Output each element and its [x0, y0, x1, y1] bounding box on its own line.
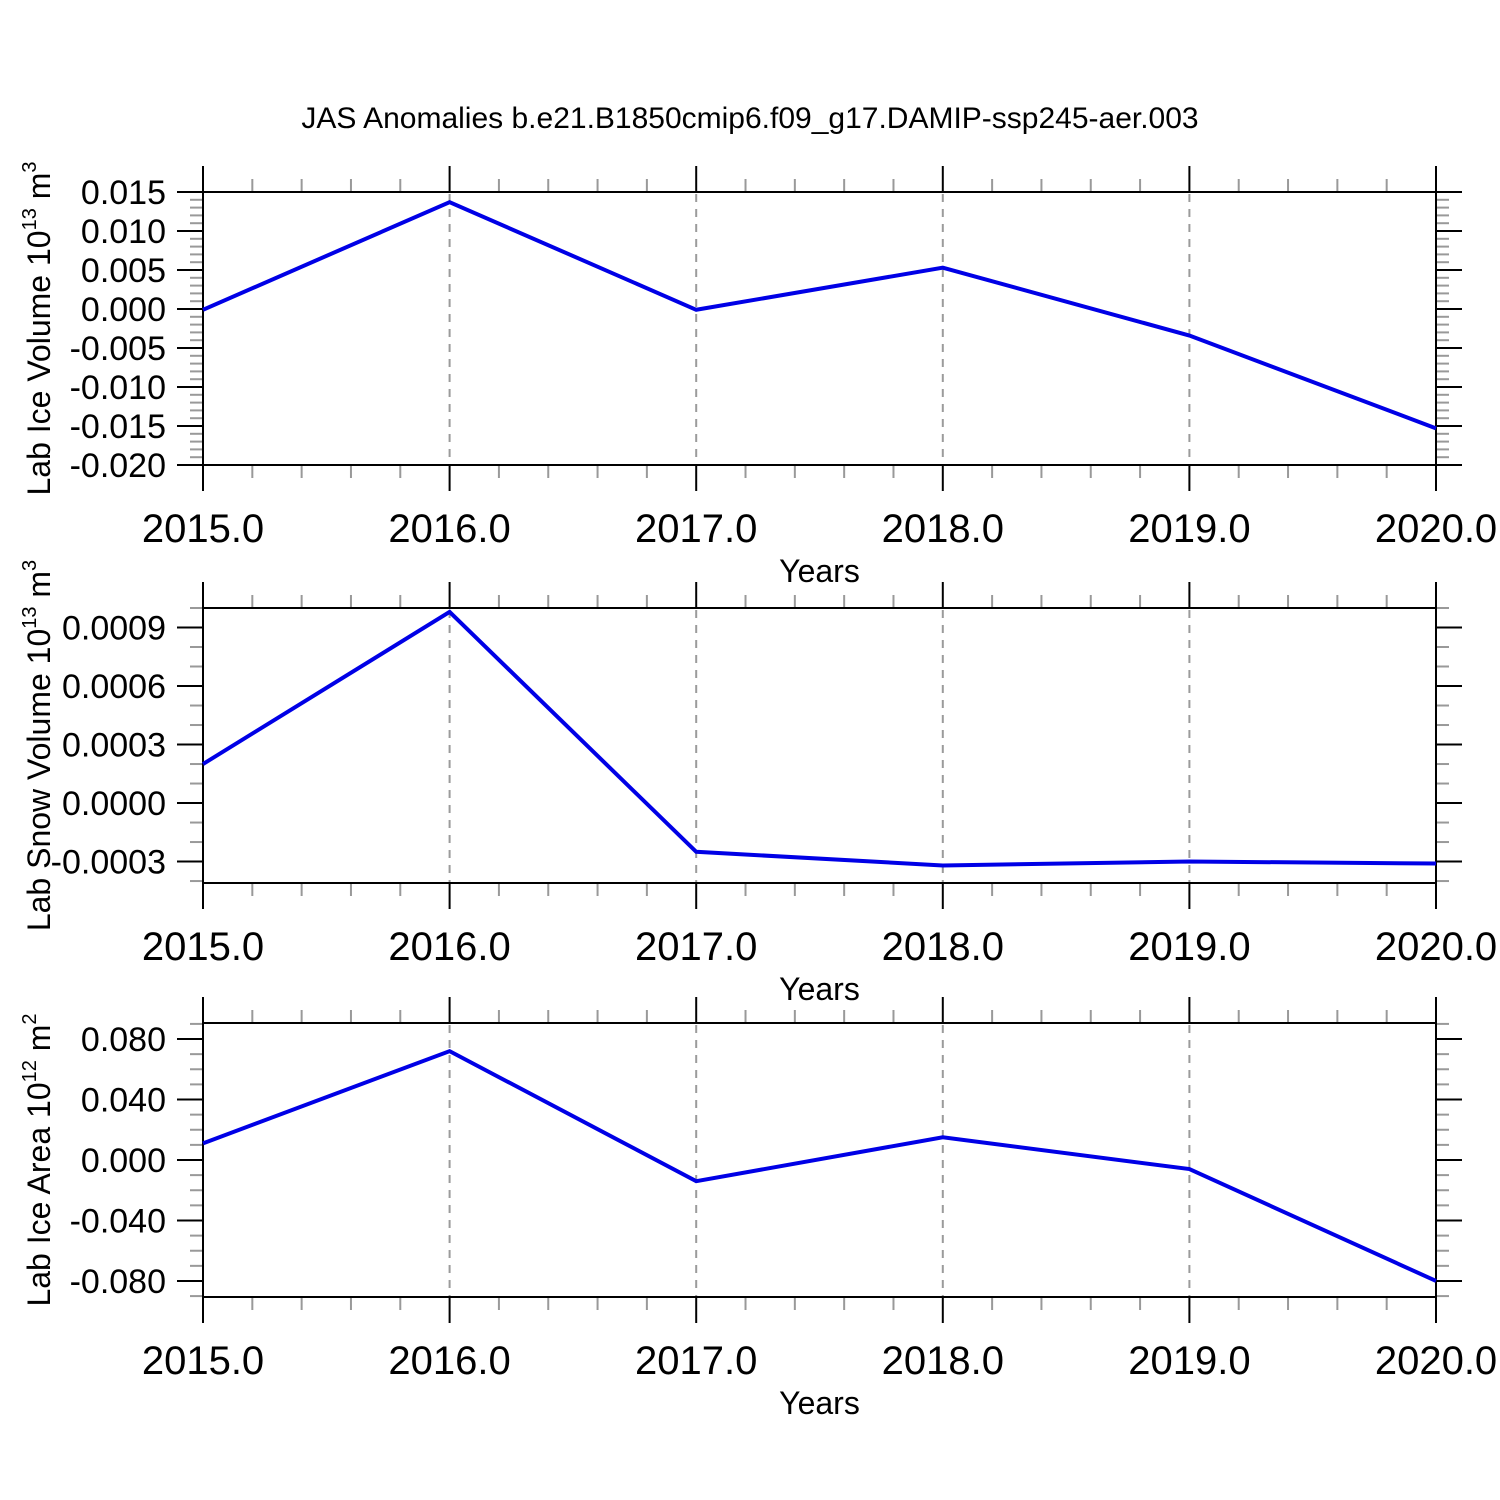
- x-tick-label: 2018.0: [882, 925, 1004, 969]
- y-tick-label: 0.005: [81, 252, 166, 290]
- plot-frame: [202, 191, 1437, 466]
- y-tick-label: -0.020: [70, 447, 166, 485]
- y-tick-label: 0.015: [81, 174, 166, 212]
- plot-frame: [202, 607, 1437, 884]
- y-tick-label: -0.015: [70, 408, 166, 446]
- panel-lab-snow-volume: 2015.0 2016.0 2017.0 2018.0 2019.0 2020.0 0.00…: [19, 560, 1497, 1007]
- panel-lab-ice-volume: 2015.0 2016.0 2017.0 2018.0 2019.0 2020.0 0.01…: [19, 162, 1497, 590]
- x-tick-label: 2020.0: [1375, 1339, 1497, 1383]
- x-tick-label: 2019.0: [1128, 507, 1250, 551]
- x-tick-label: 2019.0: [1128, 1339, 1250, 1383]
- x-tick-label: 2018.0: [882, 507, 1004, 551]
- x-tick-label: 2016.0: [388, 507, 510, 551]
- x-tick-label: 2016.0: [388, 925, 510, 969]
- data-line: [201, 609, 1437, 868]
- y-tick-label: 0.040: [81, 1082, 166, 1120]
- x-tick-label: 2015.0: [142, 925, 264, 969]
- y-axis-title: Lab Snow Volume 1013 m3: [19, 560, 57, 931]
- x-tick-label: 2019.0: [1128, 925, 1250, 969]
- x-tick-label: 2018.0: [882, 1339, 1004, 1383]
- y-tick-label: 0.0009: [62, 610, 166, 648]
- x-tick-label: 2015.0: [142, 1339, 264, 1383]
- y-tick-label: -0.080: [70, 1263, 166, 1301]
- x-axis-title: Years: [779, 1385, 860, 1421]
- y-tick-label: -0.040: [70, 1202, 166, 1240]
- data-line: [202, 199, 1437, 431]
- x-tick-label: 2020.0: [1375, 925, 1497, 969]
- x-axis-title: Years: [779, 971, 860, 1007]
- x-axis-title: Years: [779, 553, 860, 589]
- y-tick-label: 0.0000: [62, 785, 166, 823]
- y-tick-label: 0.010: [81, 213, 166, 251]
- y-tick-label: 0.0006: [62, 668, 166, 706]
- x-tick-label: 2017.0: [635, 507, 757, 551]
- y-tick-label: 0.000: [81, 1142, 166, 1180]
- y-tick-label: 0.000: [81, 291, 166, 329]
- y-axis-title: Lab Ice Volume 1013 m3: [19, 162, 57, 496]
- plot-frame: [202, 1022, 1437, 1298]
- y-tick-label: -0.0003: [51, 844, 166, 882]
- x-tick-label: 2015.0: [142, 507, 264, 551]
- data-line: [202, 1048, 1437, 1283]
- y-tick-label: -0.010: [70, 369, 166, 407]
- x-tick-label: 2020.0: [1375, 507, 1497, 551]
- x-tick-label: 2017.0: [635, 925, 757, 969]
- y-tick-label: 0.0003: [62, 727, 166, 765]
- figure-title: JAS Anomalies b.e21.B1850cmip6.f09_g17.D…: [301, 102, 1199, 135]
- x-tick-label: 2016.0: [388, 1339, 510, 1383]
- y-tick-label: 0.080: [81, 1021, 166, 1059]
- x-tick-label: 2017.0: [635, 1339, 757, 1383]
- y-tick-label: -0.005: [70, 330, 166, 368]
- y-axis-title: Lab Ice Area 1012 m2: [19, 1013, 57, 1306]
- panel-lab-ice-area: 2015.0 2016.0 2017.0 2018.0 2019.0 2020.0 0.08…: [19, 997, 1497, 1421]
